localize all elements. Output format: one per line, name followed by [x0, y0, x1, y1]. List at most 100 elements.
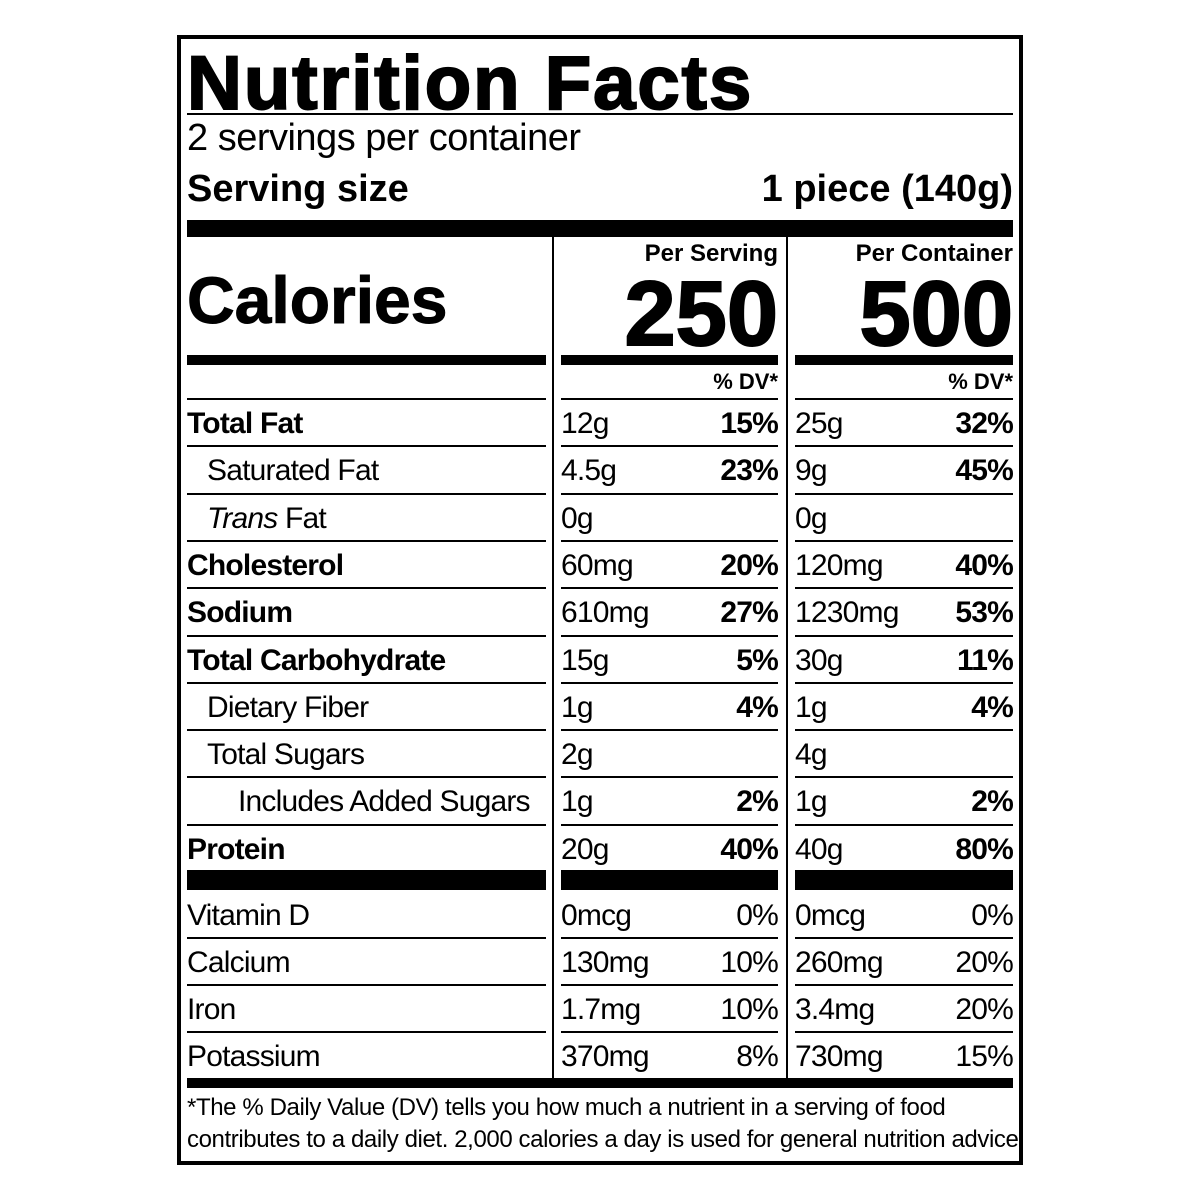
row-rule: [561, 492, 778, 495]
dv-heading: % DV*: [948, 369, 1013, 394]
row-rule: [795, 1031, 1013, 1033]
amount: 3.4mg: [795, 993, 875, 1026]
row-rule: [187, 445, 546, 448]
daily-value: 27%: [720, 596, 778, 630]
calories-value: 250: [624, 262, 779, 366]
column-heading: Per Container: [855, 240, 1013, 267]
daily-value: 20%: [955, 946, 1013, 979]
row-rule: [795, 398, 1013, 400]
amount: 60mg: [561, 548, 634, 582]
amount: 20g: [561, 832, 609, 866]
thick-rule: [795, 870, 1013, 890]
column-divider: [786, 237, 788, 1078]
row-rule: [187, 937, 546, 939]
row-rule: [187, 492, 546, 495]
serving-size-value: 1 piece (140g): [761, 168, 1013, 210]
daily-value: 20%: [955, 993, 1013, 1026]
daily-value: 0%: [971, 899, 1014, 932]
daily-value: 23%: [720, 454, 778, 488]
nutrient-name: Iron: [187, 993, 236, 1026]
daily-value: 4%: [736, 690, 779, 724]
nutrient-name: Protein: [187, 832, 286, 866]
medium-rule: [187, 355, 546, 365]
daily-value: 20%: [720, 548, 778, 582]
amount: 12g: [561, 407, 609, 440]
nutrient-name: Dietary Fiber: [207, 690, 369, 724]
row-rule: [795, 823, 1013, 826]
daily-value: 40%: [720, 832, 778, 866]
daily-value: 5%: [736, 643, 779, 677]
dv-heading: % DV*: [713, 369, 778, 394]
column-divider: [552, 237, 554, 1078]
row-rule: [561, 587, 778, 590]
amount: 30g: [795, 643, 843, 677]
daily-value: 2%: [971, 785, 1014, 819]
nutrient-name-italic: Trans: [207, 501, 278, 535]
row-rule: [795, 937, 1013, 939]
daily-value: 40%: [955, 548, 1013, 582]
amount: 120mg: [795, 548, 884, 582]
nutrient-name: Saturated Fat: [207, 454, 379, 488]
nutrient-name-rest: Fat: [285, 501, 327, 535]
calories-value: 500: [859, 262, 1014, 366]
row-rule: [187, 1031, 546, 1033]
serving-size-label: Serving size: [187, 168, 409, 210]
row-rule: [187, 398, 546, 400]
nutrient-name: Total Carbohydrate: [187, 643, 446, 677]
amount: 1g: [561, 690, 594, 724]
row-rule: [795, 681, 1013, 684]
row-rule: [561, 984, 778, 986]
column-heading: Per Serving: [644, 240, 778, 267]
daily-value: 0%: [736, 899, 779, 932]
thick-rule: [187, 1078, 1013, 1088]
thick-rule: [187, 220, 1013, 237]
row-rule: [187, 776, 546, 779]
amount: 610mg: [561, 596, 650, 630]
rule: [187, 113, 1013, 115]
nutrient-name: Total Sugars: [207, 738, 365, 772]
row-rule: [795, 729, 1013, 732]
amount: 130mg: [561, 946, 650, 979]
daily-value: 10%: [720, 946, 778, 979]
nutrient-name: Trans Fat: [207, 494, 327, 541]
amount: 2g: [561, 738, 594, 772]
thick-rule: [187, 870, 546, 890]
row-rule: [795, 776, 1013, 779]
calories-label: Calories: [186, 263, 448, 338]
daily-value: 4%: [971, 690, 1014, 724]
row-rule: [795, 539, 1013, 542]
row-rule: [187, 681, 546, 684]
nutrient-name: Vitamin D: [187, 899, 310, 932]
amount: 4.5g: [561, 454, 617, 488]
daily-value: 11%: [957, 643, 1014, 677]
row-rule: [795, 984, 1013, 986]
row-rule: [187, 539, 546, 542]
daily-value: 45%: [955, 454, 1013, 488]
amount: 0g: [795, 501, 828, 535]
nutrient-name: Sodium: [187, 596, 293, 630]
row-rule: [561, 539, 778, 542]
amount: 1230mg: [795, 596, 899, 630]
row-rule: [187, 729, 546, 732]
amount: 40g: [795, 832, 843, 866]
amount: 0g: [561, 501, 594, 535]
servings: 2 servings per container: [187, 117, 581, 159]
amount: 370mg: [561, 1040, 650, 1073]
medium-rule: [795, 355, 1013, 365]
row-rule: [561, 681, 778, 684]
row-rule: [187, 634, 546, 637]
row-rule: [561, 823, 778, 826]
amount: 0mcg: [561, 899, 632, 932]
row-rule: [187, 823, 546, 826]
nutrient-name: Includes Added Sugars: [238, 785, 531, 819]
amount: 1g: [795, 785, 828, 819]
amount: 9g: [795, 454, 828, 488]
amount: 260mg: [795, 946, 884, 979]
amount: 1.7mg: [561, 993, 641, 1026]
nutrient-name: Cholesterol: [187, 548, 344, 582]
daily-value: 8%: [736, 1040, 779, 1073]
daily-value: 15%: [955, 1040, 1013, 1073]
amount: 730mg: [795, 1040, 884, 1073]
daily-value: 2%: [736, 785, 779, 819]
amount: 1g: [561, 785, 594, 819]
